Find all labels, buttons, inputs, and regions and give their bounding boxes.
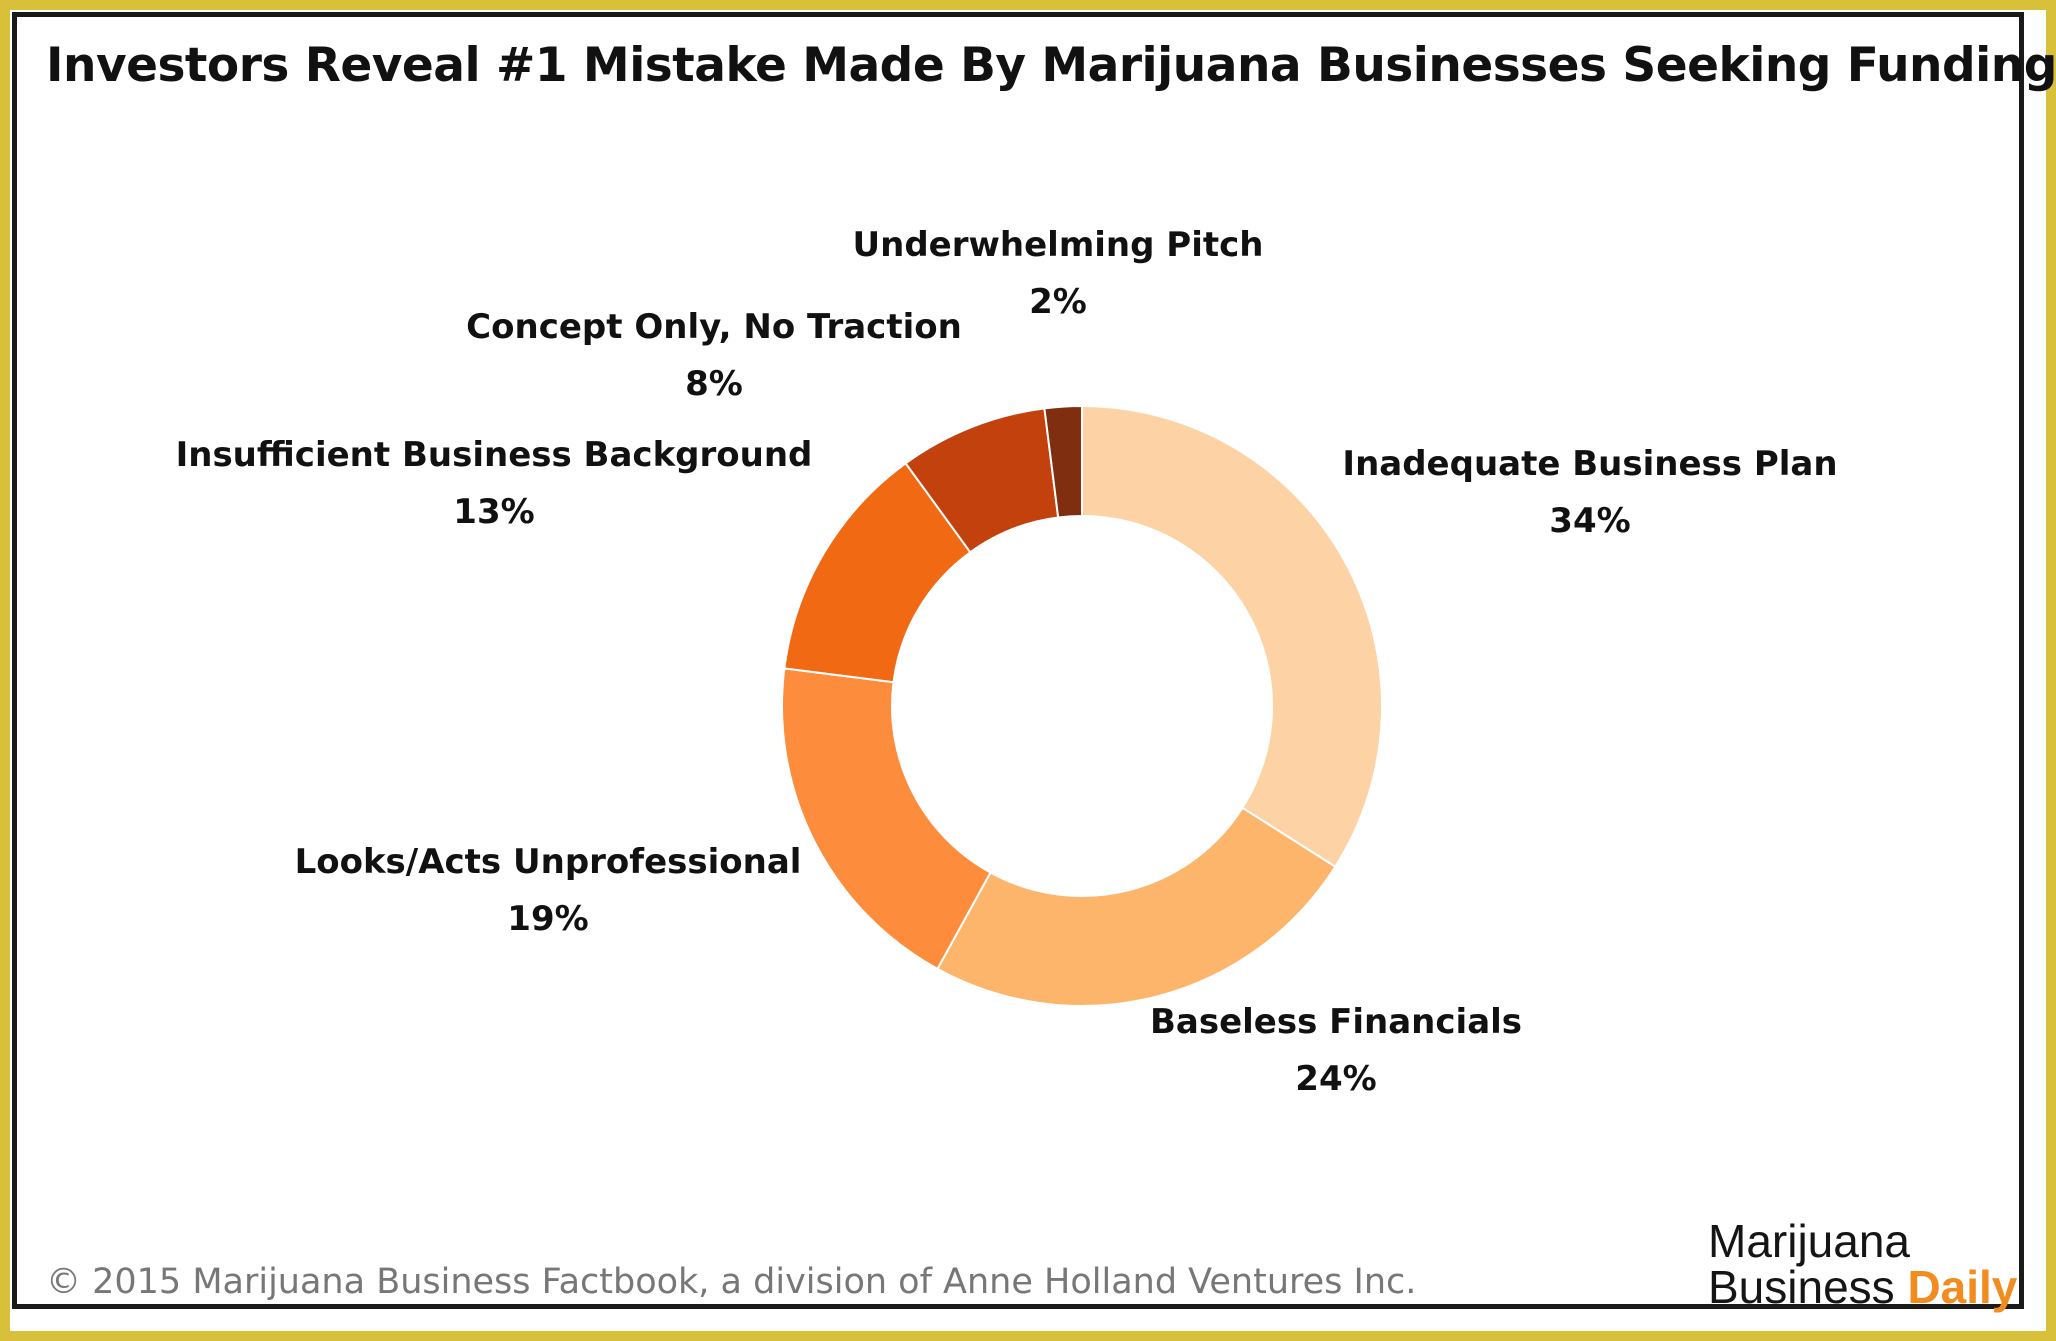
chart-title: Investors Reveal #1 Mistake Made By Mari… — [46, 38, 2056, 93]
slice-label-name: Insufficient Business Background — [176, 435, 813, 475]
slice-label-value: 8% — [685, 364, 743, 404]
brand-logo: Marijuana Business Daily — [1708, 1218, 2017, 1310]
logo-line-2: Business Daily — [1708, 1264, 2017, 1310]
slice-label-name: Looks/Acts Unprofessional — [295, 842, 802, 882]
logo-word-daily: Daily — [1907, 1261, 2018, 1313]
slice-label-name: Concept Only, No Traction — [466, 307, 962, 347]
slice-baseless-financials — [936, 806, 1337, 1007]
logo-word-business: Business — [1708, 1261, 1908, 1313]
logo-line-1: Marijuana — [1708, 1215, 1910, 1267]
slice-label-value: 34% — [1549, 501, 1630, 541]
slice-label-value: 13% — [453, 492, 534, 532]
slice-underwhelming-pitch — [1043, 404, 1083, 519]
slice-label-name: Underwhelming Pitch — [853, 225, 1264, 265]
slice-inadequate-business-plan — [1081, 404, 1383, 869]
donut-slices — [781, 404, 1383, 1007]
slice-label-value: 24% — [1295, 1059, 1376, 1099]
slice-looks-acts-unprofessional — [781, 667, 992, 971]
slice-label-name: Baseless Financials — [1150, 1002, 1522, 1042]
inner-frame — [12, 12, 2024, 1309]
slice-label-name: Inadequate Business Plan — [1342, 444, 1837, 484]
slice-label-value: 2% — [1029, 282, 1087, 322]
copyright-footer: © 2015 Marijuana Business Factbook, a di… — [46, 1262, 1417, 1302]
slice-labels: Inadequate Business Plan 34% Baseless Fina… — [176, 225, 1838, 1099]
slice-label-value: 19% — [507, 899, 588, 939]
